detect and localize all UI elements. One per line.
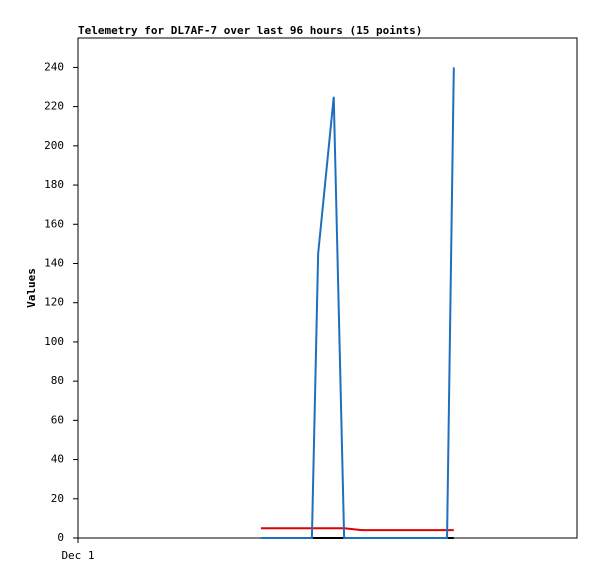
y-axis-label: Values [25,268,38,308]
y-tick-label: 20 [51,492,64,505]
y-tick-label: 180 [44,178,64,191]
y-tick-label: 100 [44,335,64,348]
y-tick-label: 200 [44,139,64,152]
y-tick-label: 220 [44,100,64,113]
y-tick-label: 140 [44,256,64,269]
x-tick-label: Dec 1 [61,549,94,562]
y-tick-label: 240 [44,60,64,73]
y-tick-label: 120 [44,296,64,309]
y-tick-label: 160 [44,217,64,230]
y-tick-label: 60 [51,413,64,426]
series-line [260,67,455,539]
y-tick-label: 0 [57,531,64,544]
y-tick-label: 40 [51,453,64,466]
chart-title: Telemetry for DL7AF-7 over last 96 hours… [78,24,422,37]
y-tick-label: 80 [51,374,64,387]
